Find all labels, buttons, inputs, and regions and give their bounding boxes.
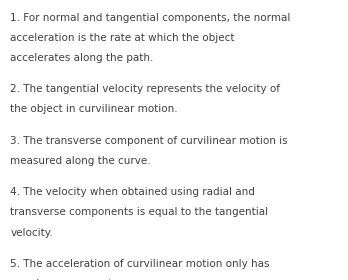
Text: velocity.: velocity. [10,228,53,238]
Text: measured along the curve.: measured along the curve. [10,156,151,166]
Text: transverse components is equal to the tangential: transverse components is equal to the ta… [10,207,269,218]
Text: acceleration is the rate at which the object: acceleration is the rate at which the ob… [10,33,235,43]
Text: 5. The acceleration of curvilinear motion only has: 5. The acceleration of curvilinear motio… [10,259,270,269]
Text: the object in curvilinear motion.: the object in curvilinear motion. [10,104,178,115]
Text: 3. The transverse component of curvilinear motion is: 3. The transverse component of curviline… [10,136,288,146]
Text: angular components.: angular components. [10,279,121,280]
Text: 4. The velocity when obtained using radial and: 4. The velocity when obtained using radi… [10,187,255,197]
Text: accelerates along the path.: accelerates along the path. [10,53,154,63]
Text: 2. The tangential velocity represents the velocity of: 2. The tangential velocity represents th… [10,84,280,94]
Text: 1. For normal and tangential components, the normal: 1. For normal and tangential components,… [10,13,291,23]
